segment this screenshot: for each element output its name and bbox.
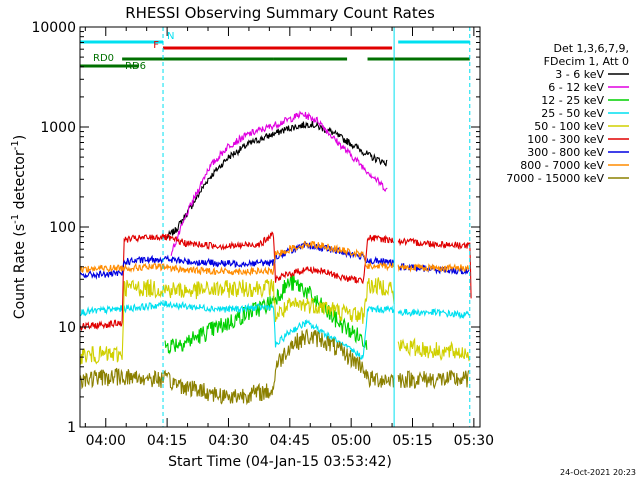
x-tick-label: 05:00	[331, 433, 371, 449]
y-tick-label: 1000	[40, 120, 76, 136]
y-axis-label: Count Rate (s-1 detector-1)	[10, 135, 28, 319]
series-line-12-25-kev	[164, 274, 368, 355]
y-axis-label-mid: detector	[12, 150, 28, 214]
flag-label-f: F	[153, 40, 159, 51]
chart-title: RHESSI Observing Summary Count Rates	[125, 4, 435, 22]
x-tick-label: 05:30	[454, 433, 494, 449]
x-tick-label: 04:00	[86, 433, 126, 449]
legend: Det 1,3,6,7,9,FDecim 1, Att 03 - 6 keV6 …	[506, 42, 629, 185]
series-line-7000-15000-kev	[79, 328, 470, 406]
y-axis-label-sup2: -1	[10, 140, 21, 150]
legend-label-800-7000-kev: 800 - 7000 keV	[520, 159, 604, 172]
legend-title-line: Det 1,3,6,7,9,	[553, 42, 629, 55]
legend-label-100-300-kev: 100 - 300 keV	[527, 133, 604, 146]
series-line-800-7000-kev	[79, 240, 470, 277]
legend-label-7000-15000-kev: 7000 - 15000 keV	[506, 172, 604, 185]
legend-label-300-800-kev: 300 - 800 keV	[527, 146, 604, 159]
series-line-3-6-kev	[166, 120, 388, 240]
flag-label-rd6: RD6	[125, 61, 146, 72]
night-markers	[162, 27, 471, 427]
legend-label-50-100-kev: 50 - 100 keV	[534, 120, 604, 133]
series-line-6-12-kev	[170, 110, 388, 256]
x-tick-label: 04:30	[208, 433, 248, 449]
x-axis-label: Start Time (04-Jan-15 03:53:42)	[168, 454, 392, 470]
y-axis-label-sup1: -1	[10, 214, 21, 224]
legend-label-25-50-kev: 25 - 50 keV	[541, 107, 604, 120]
x-tick-label: 04:15	[147, 433, 187, 449]
flag-bars: NF RD0 RD6	[80, 31, 470, 72]
y-tick-label: 100	[49, 220, 76, 236]
y-tick-label: 10000	[31, 20, 76, 36]
x-tick-label: 05:15	[392, 433, 432, 449]
y-axis-ticks: 1 10 100 1000 10000	[31, 20, 480, 436]
legend-label-3-6-kev: 3 - 6 keV	[555, 68, 604, 81]
legend-label-12-25-kev: 12 - 25 keV	[541, 94, 604, 107]
x-axis-ticks: 04:00 04:15 04:30 04:45 05:00 05:15 05:30	[84, 27, 494, 449]
y-tick-label: 10	[58, 320, 76, 336]
y-axis-label-end: )	[12, 135, 28, 140]
series-line-50-100-kev	[79, 277, 470, 365]
timestamp: 24-Oct-2021 20:23	[560, 468, 636, 477]
y-tick-label: 1	[67, 420, 76, 436]
flag-label-rd0: RD0	[93, 53, 114, 64]
x-tick-label: 04:45	[270, 433, 310, 449]
series-layer	[79, 110, 472, 406]
legend-label-6-12-kev: 6 - 12 keV	[548, 81, 604, 94]
flag-label-n: N	[167, 31, 174, 42]
legend-title-line: FDecim 1, Att 0	[544, 55, 629, 68]
y-axis-label-main: Count Rate (s	[12, 224, 28, 319]
series-line-100-300-kev	[79, 231, 472, 332]
